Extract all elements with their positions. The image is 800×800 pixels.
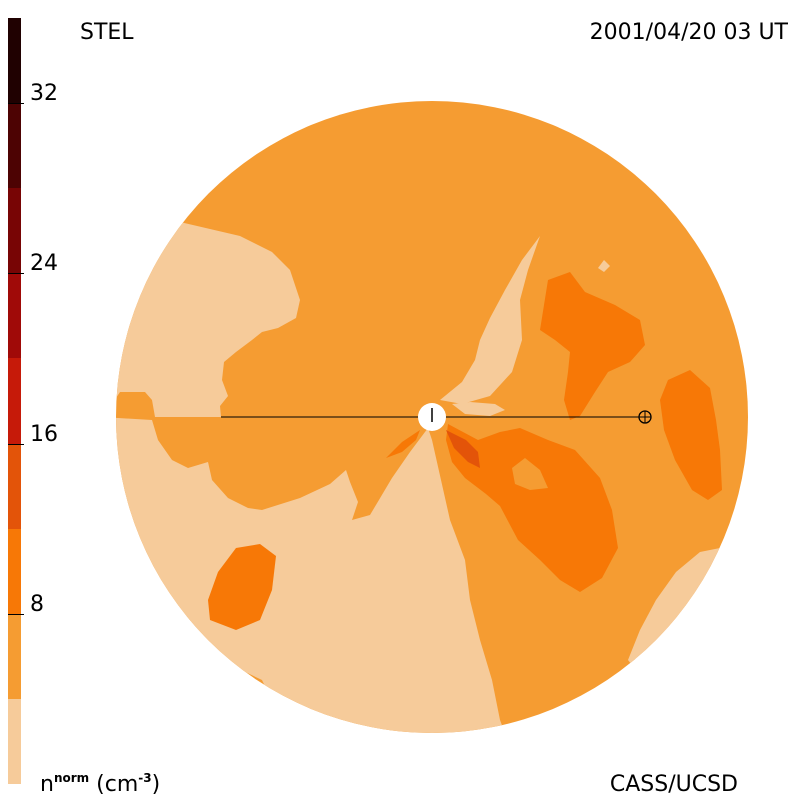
unit-label: nnorm (cm-3) <box>40 771 161 797</box>
timestamp-label: 2001/04/20 03 UT <box>589 20 788 45</box>
density-region-center-low <box>452 402 505 416</box>
color-scale-band <box>8 18 21 104</box>
density-region-ne-mid <box>540 272 645 420</box>
density-region-lower-low <box>116 417 515 733</box>
density-region-sw-mid <box>208 544 276 630</box>
density-region-spot-low <box>598 260 610 272</box>
color-scale-band <box>8 273 21 359</box>
color-scale-tick-label: 16 <box>30 421 58 447</box>
color-scale-tick <box>8 103 24 105</box>
color-scale-tick-label: 32 <box>30 81 58 107</box>
density-region-upper-low <box>440 236 540 404</box>
color-scale-band <box>8 613 21 699</box>
instrument-title: STEL <box>80 20 134 45</box>
density-region-east-mid <box>660 370 722 500</box>
credit-label: CASS/UCSD <box>609 772 738 797</box>
color-scale-tick-label: 8 <box>30 591 44 617</box>
color-scale-band <box>8 698 21 784</box>
color-scale-bar <box>8 18 21 784</box>
density-region-core-left <box>386 430 420 458</box>
color-scale-band <box>8 528 21 614</box>
color-scale-band <box>8 358 21 444</box>
density-region-se-hole <box>512 458 548 490</box>
color-scale-tick-label: 24 <box>30 251 58 277</box>
density-region-core-high <box>446 430 480 468</box>
earth-marker <box>638 410 652 424</box>
color-scale-tick <box>8 613 24 615</box>
color-scale-band <box>8 443 21 529</box>
density-region-se-mid <box>446 424 618 592</box>
color-scale-tick <box>8 273 24 275</box>
color-scale-band <box>8 103 21 189</box>
color-scale-tick <box>8 443 24 445</box>
color-scale-band <box>8 188 21 274</box>
